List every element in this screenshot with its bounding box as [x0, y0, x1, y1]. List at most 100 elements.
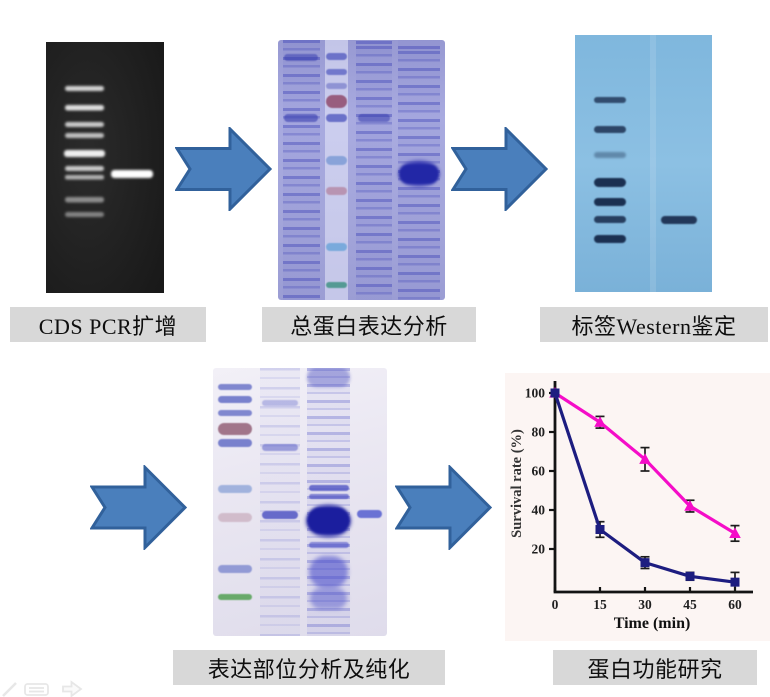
flow-arrow-1	[175, 127, 272, 211]
marker-lane	[593, 35, 627, 292]
svg-text:60: 60	[532, 464, 546, 479]
gel-lane	[356, 40, 392, 300]
marker-band	[217, 594, 252, 601]
marker-band	[325, 82, 348, 90]
tagged-protein-band	[661, 216, 697, 225]
sample-lane	[356, 368, 384, 636]
right-arrow-icon	[90, 465, 187, 550]
gel-band	[65, 105, 104, 111]
svg-text:45: 45	[683, 597, 697, 612]
survival-chart-plot: 100 80 60 40 20 0 15 30 45 60	[525, 381, 753, 612]
marker-band	[325, 68, 348, 76]
marker-band	[325, 281, 348, 289]
sample-lane	[660, 35, 698, 292]
marker-band	[594, 96, 626, 104]
arrow-outline-watermark-icon	[62, 680, 83, 697]
gel-smear	[309, 555, 349, 588]
right-arrow-icon	[175, 127, 272, 211]
gel-band	[308, 484, 349, 492]
svg-text:30: 30	[638, 597, 652, 612]
marker-lane	[324, 40, 349, 300]
gel-lane	[396, 40, 443, 300]
svg-text:100: 100	[525, 386, 546, 401]
flow-arrow-3	[90, 465, 187, 550]
gel-band	[65, 212, 104, 217]
purification-gel-image	[213, 368, 387, 636]
gel-background	[46, 42, 164, 293]
marker-band	[594, 151, 626, 158]
step-label-pcr: CDS PCR扩增	[10, 307, 206, 342]
step-label-expression: 总蛋白表达分析	[262, 307, 476, 342]
marker-band	[594, 198, 626, 207]
marker-band	[325, 242, 348, 251]
svg-text:15: 15	[593, 597, 607, 612]
purified-protein-band	[356, 510, 383, 519]
marker-band	[325, 94, 348, 108]
svg-text:20: 20	[532, 542, 546, 557]
x-axis-label: Time (min)	[613, 615, 691, 632]
gel-band	[308, 493, 349, 500]
blot-streak	[650, 35, 656, 292]
gel-smear	[310, 587, 347, 610]
watermark-icons	[2, 680, 83, 697]
y-axis-label-text: Survival rate (%)	[508, 428, 525, 538]
survival-chart-panel: 100 80 60 40 20 0 15 30 45 60 Survival rate (%) T…	[505, 373, 770, 641]
gel-band	[261, 511, 299, 519]
dna-ladder-lane	[64, 86, 105, 217]
svg-text:0: 0	[552, 597, 559, 612]
gel-lane	[259, 368, 300, 636]
pcr-product-band	[111, 170, 153, 178]
gel-band	[306, 368, 351, 387]
gel-band	[65, 122, 104, 127]
gel-band	[65, 86, 104, 91]
gel-band	[357, 114, 391, 122]
gel-lane	[303, 368, 354, 636]
marker-band	[594, 126, 626, 134]
note-watermark-icon	[24, 683, 49, 696]
gel-band	[284, 114, 319, 122]
y-axis-label: Survival rate (%)	[506, 393, 528, 573]
svg-text:60: 60	[728, 597, 742, 612]
gel-band	[64, 150, 105, 157]
pcr-gel-image	[46, 42, 164, 293]
marker-band	[217, 384, 252, 390]
marker-band	[217, 439, 252, 448]
gel-band	[284, 54, 319, 61]
marker-band	[217, 484, 252, 493]
marker-band	[594, 216, 626, 224]
marker-band	[217, 512, 252, 523]
marker-band	[217, 409, 252, 417]
marker-band	[217, 564, 252, 573]
gel-band	[261, 444, 299, 452]
western-blot-image	[575, 35, 712, 292]
marker-band	[594, 177, 626, 187]
total-protein-gel-image	[278, 40, 445, 300]
note-outline	[24, 683, 49, 696]
marker-band	[217, 422, 252, 435]
overexpressed-protein-band-core	[399, 163, 440, 185]
marker-lane	[216, 368, 253, 636]
marker-band	[325, 53, 348, 60]
right-arrow-icon	[395, 465, 492, 550]
marker-band	[217, 396, 252, 403]
marker-band	[325, 155, 348, 165]
gel-band	[65, 166, 104, 171]
marker-band	[325, 114, 348, 122]
marker-band	[594, 235, 626, 244]
gel-band	[65, 197, 104, 203]
flow-arrow-2	[451, 127, 548, 211]
step-label-western: 标签Western鉴定	[540, 307, 768, 342]
flow-arrow-4	[395, 465, 492, 550]
gel-lane	[283, 40, 320, 300]
gel-band	[65, 133, 104, 138]
step-label-purification: 表达部位分析及纯化	[173, 650, 445, 685]
svg-text:40: 40	[532, 503, 546, 518]
purified-protein-blob-core	[306, 507, 351, 535]
right-arrow-icon	[451, 127, 548, 211]
pencil-watermark-icon	[2, 682, 17, 697]
gel-band	[65, 175, 104, 180]
svg-text:80: 80	[532, 425, 546, 440]
gel-band	[308, 542, 349, 549]
gel-band	[261, 400, 299, 406]
